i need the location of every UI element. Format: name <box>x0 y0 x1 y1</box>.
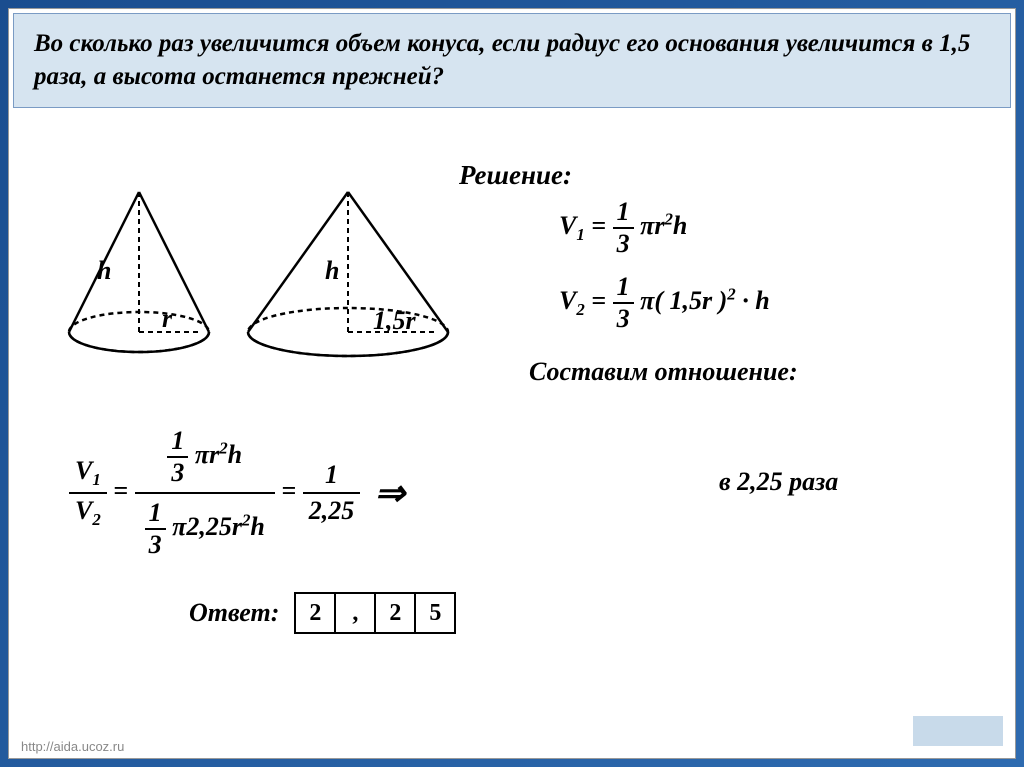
corner-accent <box>913 716 1003 746</box>
v2-dot-h: · h <box>736 286 770 315</box>
cone2-r-label: 1,5r <box>373 306 417 335</box>
rhs-den: 2,25 <box>303 494 361 528</box>
answer-row: Ответ: 2 , 2 5 <box>189 592 456 634</box>
mid-num-h: h <box>228 440 242 469</box>
ratio-rhs: 1 2,25 <box>303 458 361 528</box>
d2: 3 <box>145 530 166 560</box>
frac-1-3-b: 1 3 <box>613 272 634 334</box>
inner-frac-num: 13 <box>167 426 188 488</box>
d1: 3 <box>167 458 188 488</box>
equals: = <box>113 476 134 505</box>
cone-1-svg: h r <box>49 172 229 372</box>
v2-V: V <box>559 286 576 315</box>
equals: = <box>281 476 302 505</box>
n1: 1 <box>167 426 188 458</box>
equals: = <box>591 211 612 240</box>
ratio-lhs-den: V2 <box>69 494 107 532</box>
ratio-mid: 13 πr2h 13 π2,25r2h <box>135 422 275 564</box>
ratio-lhs: V1 V2 <box>69 454 107 532</box>
answer-cell: 2 <box>374 592 416 634</box>
equals: = <box>591 286 612 315</box>
lhs-den-sub: 2 <box>92 510 100 529</box>
mid-den-coef: π2,25r <box>172 512 242 541</box>
implies-arrow-icon: ⇒ <box>375 472 405 514</box>
n2: 1 <box>145 498 166 530</box>
cone1-r-label: r <box>162 304 173 333</box>
mid-den-h: h <box>250 512 264 541</box>
v1-sub: 1 <box>576 225 584 244</box>
frac-num: 1 <box>613 197 634 229</box>
v2-sub: 2 <box>576 300 584 319</box>
content-area: h r h 1,5r Решение: V1 = 1 3 πr2h <box>9 112 1015 152</box>
v1-V: V <box>559 211 576 240</box>
solution-label: Решение: <box>459 160 572 191</box>
question-box: Во сколько раз увеличится объем конуса, … <box>13 13 1011 108</box>
lhs-num-v: V <box>75 456 92 485</box>
lhs-num-sub: 1 <box>92 470 100 489</box>
ratio-lhs-num: V1 <box>69 454 107 494</box>
frac-den: 3 <box>613 304 634 334</box>
answer-cell: 2 <box>294 592 336 634</box>
mid-num-tail: πr <box>195 440 219 469</box>
frac-num: 1 <box>613 272 634 304</box>
cone1-h-label: h <box>97 256 111 285</box>
ratio-mid-num: 13 πr2h <box>135 422 275 494</box>
v1-pi-r: πr <box>640 211 664 240</box>
frac-1-3: 1 3 <box>613 197 634 259</box>
ratio-formula: V1 V2 = 13 πr2h 13 π2,25r2h = 1 2,25 ⇒ <box>69 422 413 564</box>
formula-v1: V1 = 1 3 πr2h <box>559 197 687 259</box>
answer-label: Ответ: <box>189 598 279 628</box>
rhs-num: 1 <box>303 458 361 494</box>
ratio-mid-den: 13 π2,25r2h <box>135 494 275 564</box>
ratio-label: Составим отношение: <box>529 357 798 387</box>
cone2-h-label: h <box>325 256 339 285</box>
v1-sup: 2 <box>664 209 672 228</box>
formula-v2: V2 = 1 3 π( 1,5r )2 · h <box>559 272 770 334</box>
answer-cell: , <box>334 592 376 634</box>
v2-mid: π( 1,5r ) <box>640 286 727 315</box>
v2-sup: 2 <box>727 284 735 303</box>
mid-num-sup: 2 <box>219 438 227 457</box>
frac-den: 3 <box>613 229 634 259</box>
v1-h: h <box>673 211 687 240</box>
lhs-den-v: V <box>75 496 92 525</box>
cone-2-svg: h 1,5r <box>233 172 463 372</box>
cones-diagram: h r h 1,5r <box>49 172 463 377</box>
answer-cell: 5 <box>414 592 456 634</box>
inner-frac-den: 13 <box>145 498 166 560</box>
slide-container: Во сколько раз увеличится объем конуса, … <box>8 8 1016 759</box>
question-text: Во сколько раз увеличится объем конуса, … <box>34 28 990 93</box>
footer-link: http://aida.ucoz.ru <box>21 739 124 754</box>
answer-boxes: 2 , 2 5 <box>294 592 456 634</box>
result-text: в 2,25 раза <box>719 467 838 497</box>
